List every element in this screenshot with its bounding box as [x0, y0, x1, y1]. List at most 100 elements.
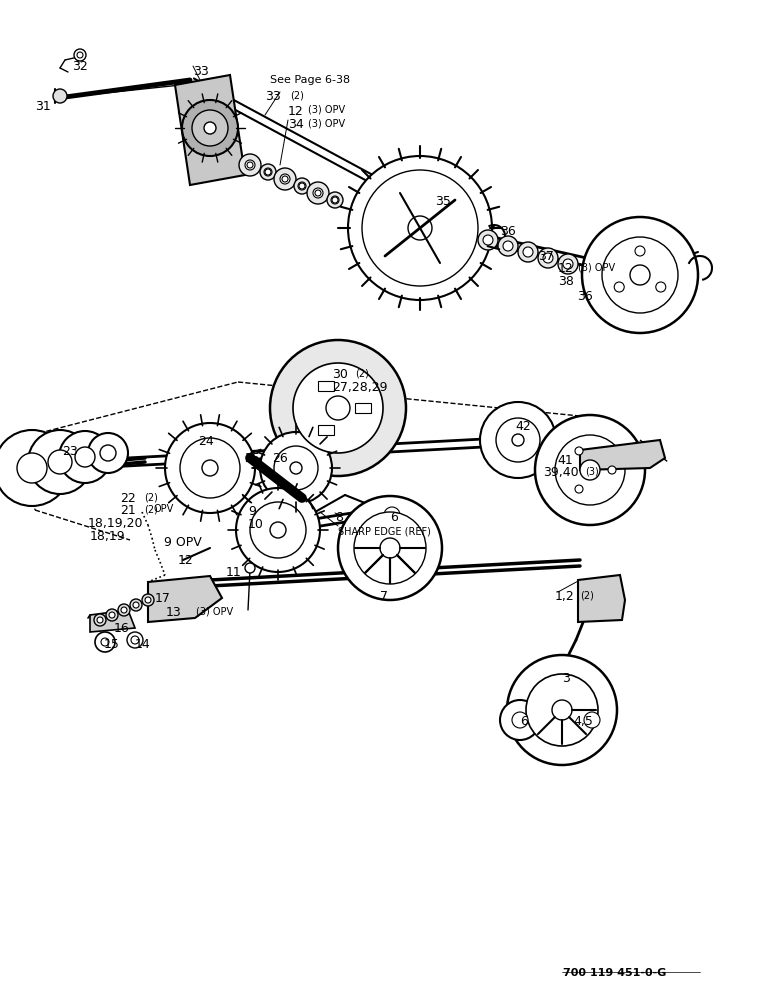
- Circle shape: [59, 431, 111, 483]
- Circle shape: [294, 178, 310, 194]
- Circle shape: [307, 182, 329, 204]
- Circle shape: [503, 241, 513, 251]
- Circle shape: [165, 423, 255, 513]
- Circle shape: [101, 638, 109, 646]
- Text: 41: 41: [557, 454, 573, 467]
- Text: 15: 15: [104, 638, 120, 651]
- Circle shape: [204, 122, 216, 134]
- Circle shape: [384, 507, 400, 523]
- Circle shape: [496, 418, 540, 462]
- Circle shape: [580, 460, 600, 480]
- Bar: [317, 381, 334, 391]
- Circle shape: [28, 430, 92, 494]
- Circle shape: [310, 380, 366, 436]
- Text: 26: 26: [272, 452, 288, 465]
- Text: 38: 38: [558, 275, 574, 288]
- Text: 9 OPV: 9 OPV: [164, 536, 201, 549]
- Polygon shape: [580, 440, 665, 470]
- Circle shape: [602, 237, 678, 313]
- Text: 13: 13: [166, 606, 181, 619]
- Circle shape: [17, 453, 47, 483]
- Circle shape: [293, 363, 383, 453]
- Text: (2): (2): [144, 492, 158, 502]
- Circle shape: [274, 168, 296, 190]
- Circle shape: [142, 594, 154, 606]
- Circle shape: [575, 485, 583, 493]
- Circle shape: [348, 156, 492, 300]
- Circle shape: [94, 614, 106, 626]
- Circle shape: [523, 247, 533, 257]
- Circle shape: [313, 188, 323, 198]
- Circle shape: [264, 168, 272, 176]
- Circle shape: [543, 253, 553, 263]
- Circle shape: [192, 110, 228, 146]
- Circle shape: [274, 446, 318, 490]
- Circle shape: [518, 242, 538, 262]
- Circle shape: [563, 259, 573, 269]
- Circle shape: [327, 192, 343, 208]
- Text: 700 119 451-0-G: 700 119 451-0-G: [563, 968, 666, 978]
- Circle shape: [121, 607, 127, 613]
- Polygon shape: [578, 575, 625, 622]
- Text: 12: 12: [558, 262, 574, 275]
- Circle shape: [575, 447, 583, 455]
- Circle shape: [354, 512, 426, 584]
- Circle shape: [555, 435, 625, 505]
- Text: 32: 32: [72, 60, 88, 73]
- Circle shape: [608, 466, 616, 474]
- Text: (3): (3): [585, 466, 599, 476]
- Polygon shape: [175, 75, 245, 185]
- Text: 18,19: 18,19: [90, 530, 126, 543]
- Text: 31: 31: [35, 100, 51, 113]
- Circle shape: [374, 497, 410, 533]
- Text: 21: 21: [120, 504, 136, 517]
- Text: 4,5: 4,5: [573, 715, 593, 728]
- Text: 36: 36: [500, 225, 516, 238]
- Circle shape: [0, 430, 70, 506]
- Text: 25: 25: [244, 452, 260, 465]
- Text: (3) OPV: (3) OPV: [196, 606, 233, 616]
- Text: 17: 17: [155, 592, 171, 605]
- Circle shape: [299, 183, 305, 189]
- Circle shape: [380, 538, 400, 558]
- Text: 10: 10: [248, 518, 264, 531]
- Circle shape: [558, 254, 578, 274]
- Circle shape: [408, 216, 432, 240]
- Circle shape: [270, 340, 406, 476]
- Circle shape: [478, 230, 498, 250]
- Circle shape: [582, 217, 698, 333]
- Text: 7: 7: [380, 590, 388, 603]
- Text: 8: 8: [335, 511, 343, 524]
- Circle shape: [566, 704, 594, 732]
- Text: 37: 37: [538, 250, 554, 263]
- Circle shape: [95, 632, 115, 652]
- Text: See Page 6-38: See Page 6-38: [270, 75, 350, 85]
- Circle shape: [512, 712, 528, 728]
- Circle shape: [74, 49, 86, 61]
- Circle shape: [145, 597, 151, 603]
- Text: 12: 12: [178, 554, 194, 567]
- Text: 1,2: 1,2: [555, 590, 574, 603]
- Text: 24: 24: [198, 435, 214, 448]
- Text: (2): (2): [580, 590, 594, 600]
- Circle shape: [236, 488, 320, 572]
- Circle shape: [655, 282, 665, 292]
- Circle shape: [538, 248, 558, 268]
- Circle shape: [507, 655, 617, 765]
- Text: SHARP EDGE (REF): SHARP EDGE (REF): [338, 526, 431, 536]
- Text: (2): (2): [290, 90, 304, 100]
- Circle shape: [526, 674, 598, 746]
- Circle shape: [630, 265, 650, 285]
- Circle shape: [635, 246, 645, 256]
- Circle shape: [75, 447, 95, 467]
- Polygon shape: [90, 610, 135, 632]
- Text: 16: 16: [114, 622, 130, 635]
- Circle shape: [133, 602, 139, 608]
- Text: 22: 22: [120, 492, 136, 505]
- Text: 42: 42: [515, 420, 531, 433]
- Circle shape: [615, 282, 625, 292]
- Circle shape: [53, 89, 67, 103]
- Circle shape: [48, 450, 72, 474]
- Text: 33: 33: [265, 90, 281, 103]
- Circle shape: [100, 445, 116, 461]
